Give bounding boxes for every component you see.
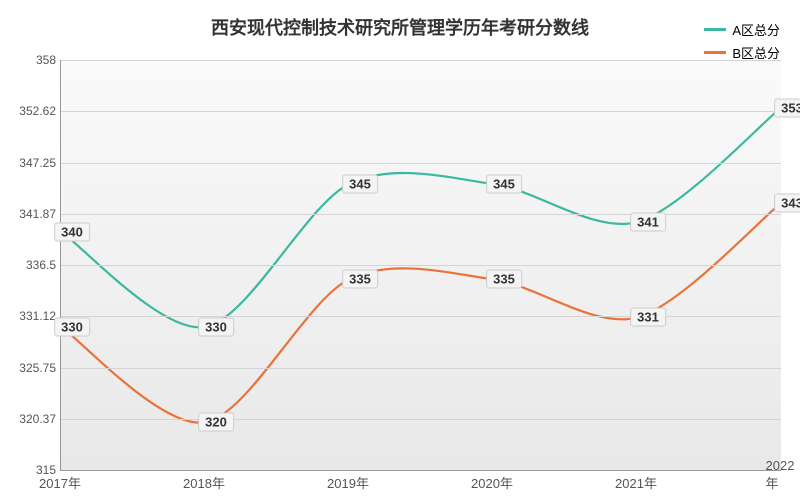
gridline	[61, 368, 781, 369]
y-tick: 336.5	[6, 258, 56, 272]
legend-swatch-a	[704, 28, 726, 31]
y-tick: 341.87	[6, 207, 56, 221]
data-label: 343	[774, 194, 800, 213]
gridline	[61, 60, 781, 61]
y-tick: 325.75	[6, 361, 56, 375]
y-tick: 320.37	[6, 412, 56, 426]
x-tick: 2022年	[766, 458, 795, 492]
y-tick: 331.12	[6, 309, 56, 323]
legend-item-a: A区总分	[704, 20, 780, 39]
x-tick: 2017年	[39, 473, 81, 492]
x-tick: 2019年	[327, 473, 369, 492]
gridline	[61, 163, 781, 164]
data-label: 335	[486, 270, 522, 289]
gridline	[61, 214, 781, 215]
legend-swatch-b	[704, 51, 726, 54]
gridline	[61, 265, 781, 266]
x-tick: 2018年	[183, 473, 225, 492]
data-label: 331	[630, 308, 666, 327]
data-label: 353	[774, 98, 800, 117]
data-label: 330	[54, 317, 90, 336]
x-tick: 2021年	[615, 473, 657, 492]
gridline	[61, 419, 781, 420]
data-label: 341	[630, 213, 666, 232]
plot-area	[60, 60, 781, 471]
y-tick: 352.62	[6, 104, 56, 118]
gridline	[61, 111, 781, 112]
series-a-line	[61, 108, 781, 328]
data-label: 345	[342, 174, 378, 193]
gridline	[61, 316, 781, 317]
chart-title: 西安现代控制技术研究所管理学历年考研分数线	[0, 14, 800, 40]
x-tick: 2020年	[471, 473, 513, 492]
data-label: 340	[54, 222, 90, 241]
series-b-line	[61, 203, 781, 423]
legend-label-a: A区总分	[732, 20, 780, 39]
data-label: 335	[342, 270, 378, 289]
y-tick: 347.25	[6, 156, 56, 170]
data-label: 330	[198, 317, 234, 336]
data-label: 320	[198, 413, 234, 432]
data-label: 345	[486, 174, 522, 193]
y-tick: 358	[6, 53, 56, 67]
chart-container: 西安现代控制技术研究所管理学历年考研分数线 A区总分 B区总分 315320.3…	[0, 0, 800, 500]
